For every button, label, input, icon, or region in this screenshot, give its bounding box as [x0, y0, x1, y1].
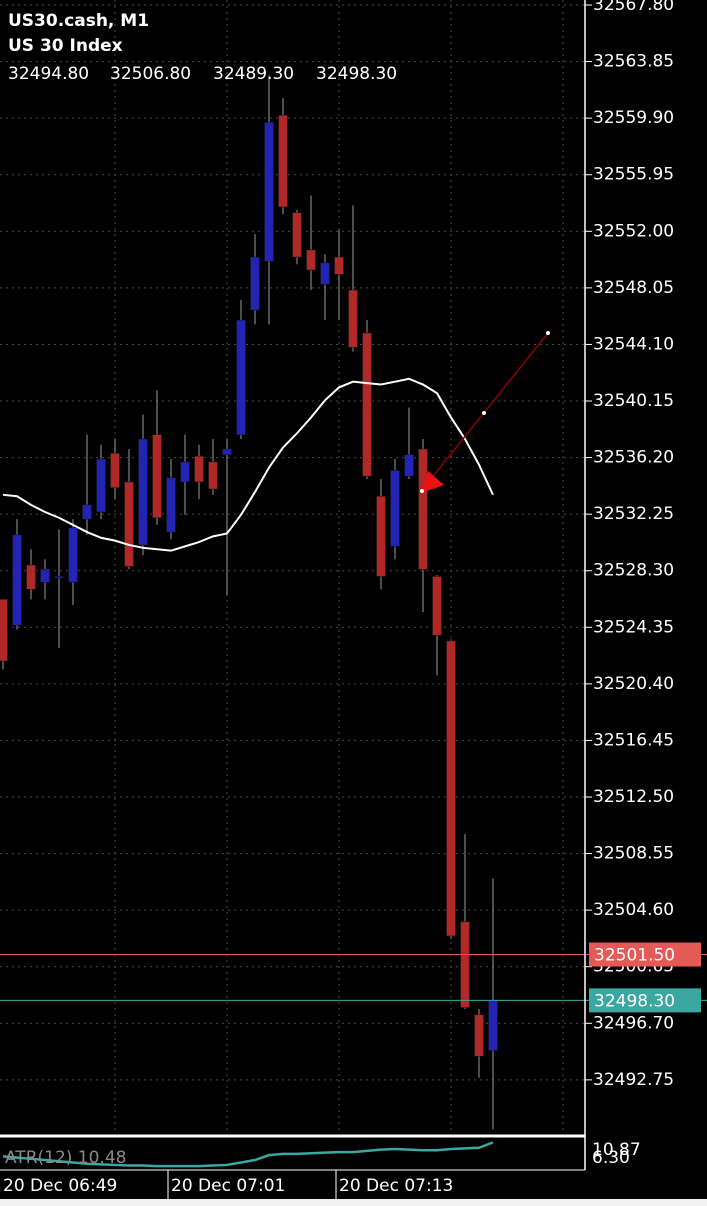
y-tick-label: 32516.45 — [593, 730, 674, 750]
chart-subtitle: US 30 Index — [8, 36, 123, 56]
y-tick-label: 32508.55 — [593, 844, 674, 864]
y-tick-label: 32492.75 — [593, 1070, 674, 1090]
candle-body — [180, 461, 190, 483]
trend-arrow — [421, 471, 444, 493]
candle-body — [460, 921, 470, 1008]
y-tick-label: 32540.15 — [593, 391, 674, 411]
candle-body — [432, 576, 442, 636]
price-label: 32501.50 — [594, 946, 675, 966]
y-tick-label: 32524.35 — [593, 617, 674, 637]
candle-body — [376, 495, 386, 577]
trend-point — [482, 411, 486, 415]
candle-body — [334, 256, 344, 275]
ohlc-open: 32494.80 — [8, 64, 89, 84]
candle-body — [26, 564, 36, 590]
candle-body — [292, 212, 302, 258]
y-tick-label: 32552.00 — [593, 221, 674, 241]
trend-line — [429, 332, 549, 481]
candle-body — [96, 458, 106, 513]
candle-body — [110, 453, 120, 488]
candle-body — [68, 527, 78, 583]
indicator-line — [2, 1141, 494, 1168]
indicator-label: ATR(12) 10.48 — [5, 1148, 126, 1168]
y-tick-label: 32555.95 — [593, 165, 674, 185]
candle-body — [348, 289, 358, 348]
x-tick-label: 20 Dec 07:13 — [339, 1176, 453, 1196]
y-tick-label: 32567.80 — [593, 0, 674, 15]
y-tick-label: 32559.90 — [593, 108, 674, 128]
y-tick-label: 32520.40 — [593, 674, 674, 694]
candle-body — [264, 122, 274, 262]
price-label-box — [589, 942, 701, 967]
labels: 32567.80 32563.85 32559.90 32555.95 32552.00… — [3, 0, 701, 1196]
candle-body — [208, 461, 218, 490]
candle-body — [306, 249, 316, 271]
candle-body — [404, 454, 414, 477]
candle-body — [236, 319, 246, 435]
candle-body — [0, 599, 8, 662]
trend-annotation — [420, 331, 550, 493]
trend-point — [420, 489, 424, 493]
y-tick-label: 32528.30 — [593, 561, 674, 581]
marks — [0, 75, 707, 1168]
price-label-box — [589, 988, 701, 1013]
indicator-tick-label: 10.87 — [592, 1140, 641, 1160]
candle-body — [138, 438, 148, 546]
ohlc-close: 32498.30 — [316, 64, 397, 84]
price-label: 32498.30 — [594, 991, 675, 1011]
candle-body — [250, 256, 260, 311]
candle-body — [474, 1014, 484, 1057]
candle-body — [194, 455, 204, 483]
x-tick-label: 20 Dec 06:49 — [3, 1176, 117, 1196]
candle-body — [12, 534, 22, 626]
y-tick-label: 32496.70 — [593, 1013, 674, 1033]
y-tick-label: 32548.05 — [593, 278, 674, 298]
ohlc-low: 32489.30 — [213, 64, 294, 84]
bottom-bar — [0, 1199, 707, 1206]
y-tick-label: 32504.60 — [593, 900, 674, 920]
candle-body — [40, 569, 50, 583]
grid — [0, 4, 592, 1081]
candle-body — [488, 1000, 498, 1051]
candle-body — [82, 504, 92, 520]
candle-body — [362, 332, 372, 477]
y-tick-label: 32536.20 — [593, 448, 674, 468]
moving-average — [2, 377, 494, 552]
x-tick-label: 20 Dec 07:01 — [171, 1176, 285, 1196]
y-tick-label: 32544.10 — [593, 334, 674, 354]
candle-body — [222, 448, 232, 455]
indicator-tick-label: 6.30 — [592, 1148, 630, 1168]
candle-body — [166, 477, 176, 533]
candle-body — [152, 434, 162, 518]
candle-body — [320, 262, 330, 285]
ohlc-high: 32506.80 — [110, 64, 191, 84]
y-tick-label: 32532.25 — [593, 504, 674, 524]
trend-point — [546, 331, 550, 335]
candle-body — [54, 576, 64, 579]
chart-title: US30.cash, M1 — [8, 11, 149, 31]
candle-body — [446, 640, 456, 937]
y-tick-label: 32512.50 — [593, 787, 674, 807]
candle-body — [390, 470, 400, 547]
candle-body — [278, 115, 288, 208]
y-tick-label: 32563.85 — [593, 52, 674, 72]
candle-body — [124, 481, 134, 567]
candle-body — [418, 448, 428, 570]
